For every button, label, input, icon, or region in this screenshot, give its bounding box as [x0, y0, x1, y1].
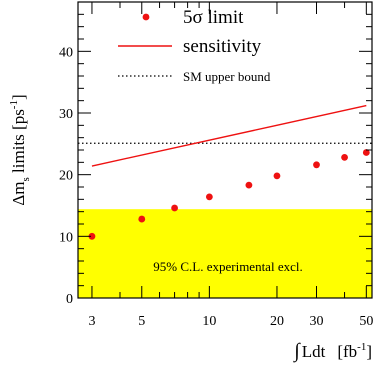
- axis-layer: 0 10 20 30 40 3 5 10 20 30 50: [59, 1, 373, 329]
- x-axis-label-unit-close: ]: [366, 342, 372, 361]
- legend: 5σ limit sensitivity SM upper bound: [118, 7, 271, 84]
- y-tick-label: 20: [59, 169, 73, 184]
- x-tick-label: 20: [270, 314, 284, 329]
- y-tick-label: 10: [59, 230, 73, 245]
- limit-point: [341, 154, 348, 161]
- sensitivity-line: [91, 104, 367, 167]
- x-axis-label-integral: ∫: [292, 340, 301, 363]
- limit-point: [273, 172, 281, 180]
- y-tick-label: 30: [59, 107, 73, 122]
- y-axis-label-unit-close: ]: [9, 94, 28, 100]
- limit-point: [205, 193, 213, 201]
- x-tick-label: 30: [310, 314, 324, 329]
- x-tick-label: 10: [202, 314, 216, 329]
- x-tick-label: 50: [359, 314, 373, 329]
- exclusion-band-label: 95% C.L. experimental excl.: [153, 259, 302, 274]
- x-axis-label: ∫ Ldt [fb-1]: [292, 340, 372, 363]
- x-tick-label: 3: [88, 314, 95, 329]
- y-axis-label-main: Δm: [9, 181, 28, 205]
- legend-label-dotted: SM upper bound: [183, 69, 271, 84]
- limit-point: [138, 215, 146, 223]
- x-axis-label-main: Ldt: [302, 342, 326, 361]
- exclusion-band-layer: [78, 209, 372, 298]
- exclusion-band: [78, 209, 372, 298]
- limit-point: [171, 204, 178, 212]
- legend-label-line: sensitivity: [183, 36, 262, 57]
- legend-label-points: 5σ limit: [183, 7, 244, 28]
- y-tick-label: 0: [66, 292, 73, 307]
- limit-point: [362, 149, 370, 156]
- x-axis-label-unit: [fb: [337, 342, 357, 361]
- y-axis-label: Δms limits [ps-1]: [8, 94, 32, 205]
- y-axis-label-sub: s: [20, 177, 32, 181]
- y-tick-label: 40: [59, 45, 73, 60]
- x-tick-label: 5: [138, 314, 145, 329]
- limit-point: [313, 161, 320, 169]
- y-axis-label-unit-sup: -1: [8, 100, 20, 109]
- x-axis-label-unit-sup: -1: [357, 341, 366, 353]
- y-axis-label-unit: limits [ps: [9, 109, 28, 177]
- legend-marker-points: [142, 13, 150, 21]
- series-layer: [88, 104, 370, 240]
- limit-point: [88, 232, 96, 240]
- limit-point: [245, 181, 253, 189]
